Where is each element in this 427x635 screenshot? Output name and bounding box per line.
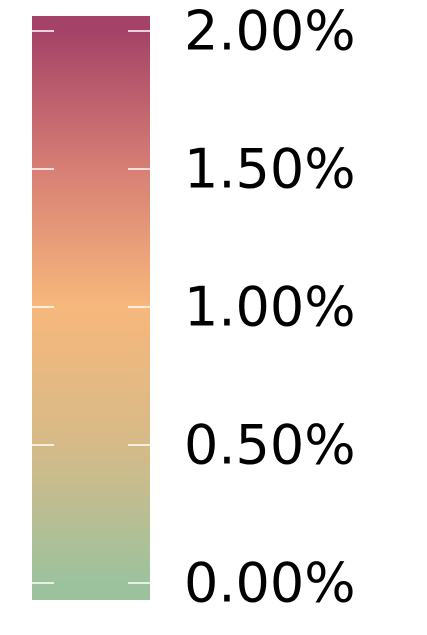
tick-label-0: 2.00%: [184, 0, 356, 63]
tick-group: 2.00% 1.50% 1.00% 0.50% 0.00%: [32, 0, 356, 615]
colorbar-gradient: [32, 16, 150, 600]
tick-label-4: 0.00%: [184, 552, 356, 615]
tick-label-3: 0.50%: [184, 414, 356, 477]
tick-label-2: 1.00%: [184, 276, 356, 339]
tick-label-1: 1.50%: [184, 138, 356, 201]
